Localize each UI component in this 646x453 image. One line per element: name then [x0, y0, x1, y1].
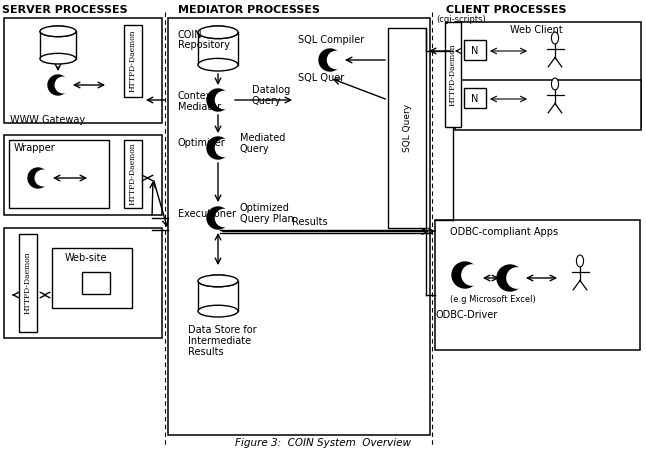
Text: Executioner: Executioner — [178, 209, 236, 219]
Text: N: N — [472, 46, 479, 56]
Bar — [198, 32, 238, 65]
Text: (e.g Microsoft Excel): (e.g Microsoft Excel) — [450, 295, 536, 304]
Text: COIN: COIN — [178, 30, 203, 40]
Bar — [198, 281, 238, 311]
Text: Results: Results — [292, 217, 328, 227]
Text: SQL Quer: SQL Quer — [298, 73, 344, 83]
Text: Web-site: Web-site — [65, 253, 107, 263]
Bar — [19, 234, 37, 332]
Text: MEDIATOR PROCESSES: MEDIATOR PROCESSES — [178, 5, 320, 15]
Circle shape — [207, 89, 229, 111]
Text: SERVER PROCESSES: SERVER PROCESSES — [2, 5, 128, 15]
Bar — [455, 22, 641, 127]
Circle shape — [215, 209, 233, 226]
Bar — [82, 272, 110, 294]
Ellipse shape — [552, 78, 559, 90]
Ellipse shape — [198, 275, 238, 287]
Text: HTTPD-Daemon: HTTPD-Daemon — [129, 143, 137, 205]
Text: Figure 3:  COIN System  Overview: Figure 3: COIN System Overview — [235, 438, 411, 448]
Ellipse shape — [198, 58, 238, 71]
Text: SQL Compiler: SQL Compiler — [298, 35, 364, 45]
Circle shape — [215, 92, 233, 109]
Text: Optimized: Optimized — [240, 203, 290, 213]
Bar — [40, 31, 76, 59]
Bar — [464, 88, 486, 108]
Bar — [197, 26, 239, 32]
Text: Data Store for: Data Store for — [188, 325, 256, 335]
Circle shape — [319, 49, 341, 71]
Text: Mediated: Mediated — [240, 133, 286, 143]
Circle shape — [507, 268, 527, 288]
Text: HTTPD-Daemon: HTTPD-Daemon — [129, 30, 137, 92]
Bar — [388, 28, 426, 228]
Ellipse shape — [40, 26, 76, 37]
Bar — [4, 228, 162, 338]
Bar — [52, 248, 132, 308]
Bar — [445, 22, 461, 127]
Bar — [168, 18, 430, 435]
Ellipse shape — [198, 26, 238, 39]
Text: Optimizer: Optimizer — [178, 138, 225, 148]
Ellipse shape — [552, 32, 559, 44]
Circle shape — [215, 140, 233, 157]
Circle shape — [207, 137, 229, 159]
Bar — [455, 80, 641, 130]
Ellipse shape — [198, 26, 238, 39]
Text: Datalog: Datalog — [252, 85, 290, 95]
Bar — [9, 140, 109, 208]
Text: Web Client: Web Client — [510, 25, 563, 35]
Text: Intermediate: Intermediate — [188, 336, 251, 346]
Bar — [4, 18, 162, 123]
Text: HTTPD-Daemon: HTTPD-Daemon — [449, 43, 457, 106]
Circle shape — [462, 265, 482, 285]
Ellipse shape — [40, 26, 76, 37]
Text: N: N — [472, 94, 479, 104]
Text: Mediator: Mediator — [178, 102, 221, 112]
Text: Wrapper: Wrapper — [14, 143, 56, 153]
Text: WWW Gateway: WWW Gateway — [10, 115, 85, 125]
Circle shape — [48, 75, 68, 95]
Bar — [124, 25, 142, 97]
Ellipse shape — [198, 305, 238, 317]
Bar — [39, 26, 77, 31]
Text: SQL Query: SQL Query — [402, 104, 412, 152]
Text: HTTPD-Daemon: HTTPD-Daemon — [24, 252, 32, 314]
Circle shape — [35, 170, 51, 186]
Bar — [4, 135, 162, 215]
Circle shape — [328, 52, 344, 68]
Circle shape — [28, 168, 48, 188]
Text: (cgi-scripts): (cgi-scripts) — [436, 15, 486, 24]
Ellipse shape — [576, 255, 583, 267]
Bar — [435, 220, 640, 350]
Bar — [124, 140, 142, 208]
Text: Query: Query — [240, 144, 269, 154]
Bar — [197, 275, 239, 281]
Text: Context: Context — [178, 91, 216, 101]
Text: Query Plan: Query Plan — [240, 214, 294, 224]
Circle shape — [497, 265, 523, 291]
Ellipse shape — [40, 53, 76, 64]
Bar — [464, 40, 486, 60]
Text: Repository: Repository — [178, 40, 230, 50]
Circle shape — [55, 77, 71, 93]
Text: ODBC-compliant Apps: ODBC-compliant Apps — [450, 227, 558, 237]
Text: Results: Results — [188, 347, 224, 357]
Text: CLIENT PROCESSES: CLIENT PROCESSES — [446, 5, 567, 15]
Circle shape — [207, 207, 229, 229]
Text: ODBC-Driver: ODBC-Driver — [435, 310, 497, 320]
Ellipse shape — [198, 275, 238, 287]
Circle shape — [452, 262, 478, 288]
Text: Query: Query — [252, 96, 282, 106]
